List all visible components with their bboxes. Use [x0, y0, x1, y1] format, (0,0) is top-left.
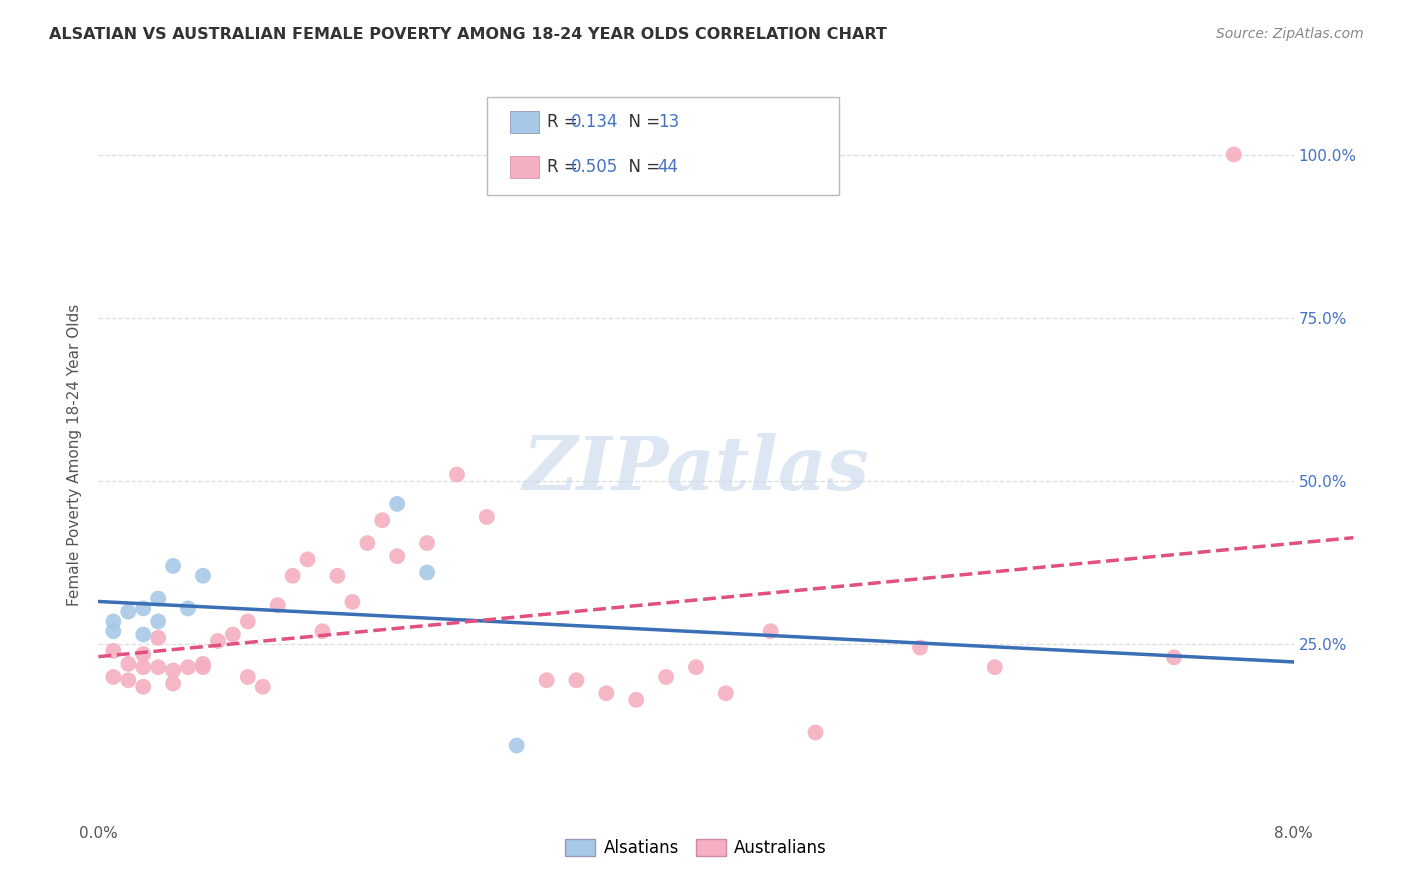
Point: [416, 566, 439, 580]
FancyBboxPatch shape: [509, 112, 540, 133]
Point: [385, 549, 409, 563]
Text: 13: 13: [658, 113, 679, 131]
Point: [148, 660, 170, 674]
Text: N =: N =: [619, 113, 665, 131]
Point: [267, 598, 290, 612]
Point: [475, 510, 498, 524]
Point: [103, 624, 125, 639]
Point: [191, 657, 214, 671]
Point: [685, 660, 707, 674]
Point: [132, 660, 155, 674]
Point: [385, 497, 409, 511]
Text: R =: R =: [547, 113, 582, 131]
Point: [565, 673, 588, 688]
Point: [342, 595, 364, 609]
Text: R =: R =: [547, 159, 582, 177]
Point: [132, 647, 155, 661]
Point: [103, 670, 125, 684]
Point: [984, 660, 1007, 674]
Point: [177, 660, 200, 674]
Point: [148, 615, 170, 629]
Legend: Alsatians, Australians: Alsatians, Australians: [558, 832, 834, 863]
Point: [416, 536, 439, 550]
Point: [103, 644, 125, 658]
Point: [207, 634, 229, 648]
Text: ALSATIAN VS AUSTRALIAN FEMALE POVERTY AMONG 18-24 YEAR OLDS CORRELATION CHART: ALSATIAN VS AUSTRALIAN FEMALE POVERTY AM…: [49, 27, 887, 42]
Point: [162, 558, 184, 573]
Text: ZIPatlas: ZIPatlas: [523, 434, 869, 506]
Point: [536, 673, 558, 688]
Point: [326, 568, 349, 582]
Point: [281, 568, 304, 582]
Point: [371, 513, 394, 527]
Point: [1163, 650, 1185, 665]
Point: [117, 605, 139, 619]
Point: [356, 536, 378, 550]
Point: [804, 725, 827, 739]
Text: 0.505: 0.505: [571, 159, 617, 177]
FancyBboxPatch shape: [509, 156, 540, 178]
Point: [117, 673, 139, 688]
Point: [655, 670, 678, 684]
Point: [236, 615, 259, 629]
Point: [252, 680, 274, 694]
Point: [236, 670, 259, 684]
Point: [506, 739, 529, 753]
Point: [222, 627, 245, 641]
Text: N =: N =: [619, 159, 665, 177]
Point: [132, 601, 155, 615]
Point: [297, 552, 319, 566]
Point: [626, 693, 648, 707]
Point: [117, 657, 139, 671]
Point: [191, 568, 214, 582]
Point: [311, 624, 333, 639]
Point: [162, 676, 184, 690]
FancyBboxPatch shape: [486, 96, 839, 195]
Point: [148, 631, 170, 645]
Point: [162, 664, 184, 678]
Point: [132, 627, 155, 641]
Point: [177, 601, 200, 615]
Point: [908, 640, 931, 655]
Point: [103, 615, 125, 629]
Point: [148, 591, 170, 606]
Point: [1223, 147, 1246, 161]
Point: [132, 680, 155, 694]
Point: [759, 624, 782, 639]
Text: 44: 44: [658, 159, 679, 177]
Point: [595, 686, 617, 700]
Point: [446, 467, 468, 482]
Text: 0.134: 0.134: [571, 113, 619, 131]
Text: Source: ZipAtlas.com: Source: ZipAtlas.com: [1216, 27, 1364, 41]
Point: [191, 660, 214, 674]
Point: [714, 686, 737, 700]
Y-axis label: Female Poverty Among 18-24 Year Olds: Female Poverty Among 18-24 Year Olds: [67, 304, 83, 606]
